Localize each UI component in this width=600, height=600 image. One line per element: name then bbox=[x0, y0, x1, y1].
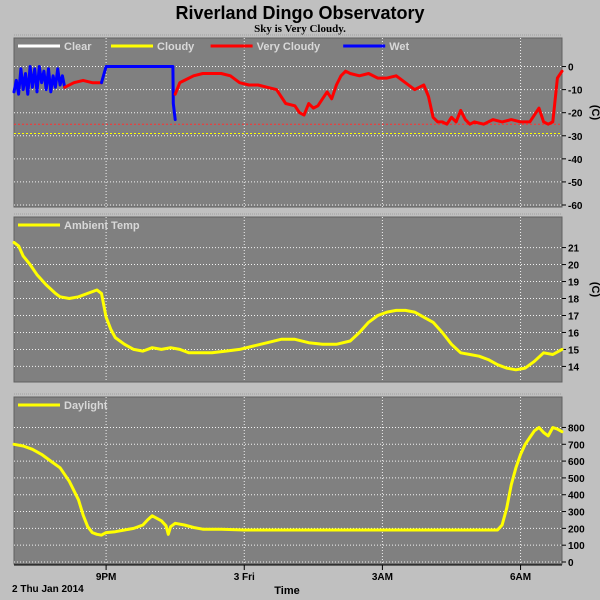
ambient-temp-series-line bbox=[12, 241, 564, 372]
sky-temperature-y-axis-label: (C) bbox=[589, 105, 600, 121]
sky-temperature-y-tick-label: -30 bbox=[568, 132, 583, 143]
daylight-panel: 0 100 200 300 400 500 600 700 800 Daylight bbox=[12, 393, 585, 569]
daylight-plot-area bbox=[13, 396, 563, 565]
daylight-y-tick-label: 100 bbox=[568, 541, 585, 552]
sky-temperature-legend-label: Wet bbox=[389, 41, 409, 53]
sky-temperature-y-tick-label: -60 bbox=[568, 201, 583, 212]
sky-temperature-series-line bbox=[173, 69, 564, 126]
ambient-temp-y-tick-label: 15 bbox=[568, 345, 580, 356]
ambient-temp-y-tick-label: 18 bbox=[568, 295, 580, 306]
daylight-y-tick-label: 500 bbox=[568, 474, 585, 485]
ambient-temp-y-tick-label: 21 bbox=[568, 244, 580, 255]
ambient-temp-y-tick-label: 16 bbox=[568, 328, 580, 339]
sky-temperature-y-tick-label: 0 bbox=[568, 63, 574, 74]
x-axis-title: Time bbox=[274, 585, 299, 597]
daylight-y-tick-label: 300 bbox=[568, 508, 585, 519]
sky-temperature-y-tick-label: -20 bbox=[568, 109, 583, 120]
sky-temperature-legend-label: Cloudy bbox=[157, 41, 195, 53]
ambient-temp-y-axis-label: (C) bbox=[589, 282, 600, 298]
chart-subtitle: Sky is Very Cloudy. bbox=[254, 23, 346, 35]
daylight-series-line bbox=[12, 426, 564, 537]
ambient-temp-y-tick-label: 20 bbox=[568, 261, 580, 272]
ambient-temp-y-tick-label: 19 bbox=[568, 278, 580, 289]
time-axis-tick-label: 9PM bbox=[96, 572, 117, 583]
ambient-temp-panel: 14 15 16 17 18 19 20 21 (C) Ambient Temp bbox=[12, 213, 600, 383]
daylight-y-tick-label: 0 bbox=[568, 558, 574, 569]
ambient-temp-legend-label: Ambient Temp bbox=[64, 220, 140, 232]
ambient-temp-y-tick-label: 14 bbox=[568, 362, 580, 373]
daylight-y-tick-label: 800 bbox=[568, 423, 585, 434]
time-axis-tick-label: 6AM bbox=[510, 572, 531, 583]
sky-temperature-series-line bbox=[100, 65, 177, 122]
sky-temperature-y-tick-label: -50 bbox=[568, 178, 583, 189]
daylight-legend-label: Daylight bbox=[64, 400, 108, 412]
date-label: 2 Thu Jan 2014 bbox=[12, 584, 84, 595]
daylight-y-tick-label: 600 bbox=[568, 457, 585, 468]
ambient-temp-y-tick-label: 17 bbox=[568, 311, 580, 322]
sky-temperature-series-line bbox=[63, 78, 103, 89]
sky-temperature-y-tick-label: -40 bbox=[568, 155, 583, 166]
time-axis-tick-label: 3 Fri bbox=[234, 572, 255, 583]
sky-temperature-legend-label: Very Cloudy bbox=[257, 41, 321, 53]
chart-title: Riverland Dingo Observatory bbox=[175, 3, 424, 23]
panels-group: 0 -10 -20 -30 -40 -50 -60 (C) Clear Cloudy Very Cl… bbox=[12, 34, 600, 569]
sky-temperature-series-line bbox=[12, 65, 67, 96]
time-axis: 9PM 3 Fri 3AM 6AM bbox=[14, 564, 562, 583]
daylight-y-tick-label: 400 bbox=[568, 491, 585, 502]
sky-temperature-legend-label: Clear bbox=[64, 41, 92, 53]
daylight-y-tick-label: 200 bbox=[568, 524, 585, 535]
sky-temperature-panel: 0 -10 -20 -30 -40 -50 -60 (C) Clear Cloudy Very Cl… bbox=[12, 34, 600, 212]
time-axis-tick-label: 3AM bbox=[372, 572, 393, 583]
daylight-y-tick-label: 700 bbox=[568, 440, 585, 451]
sky-temperature-y-tick-label: -10 bbox=[568, 86, 583, 97]
